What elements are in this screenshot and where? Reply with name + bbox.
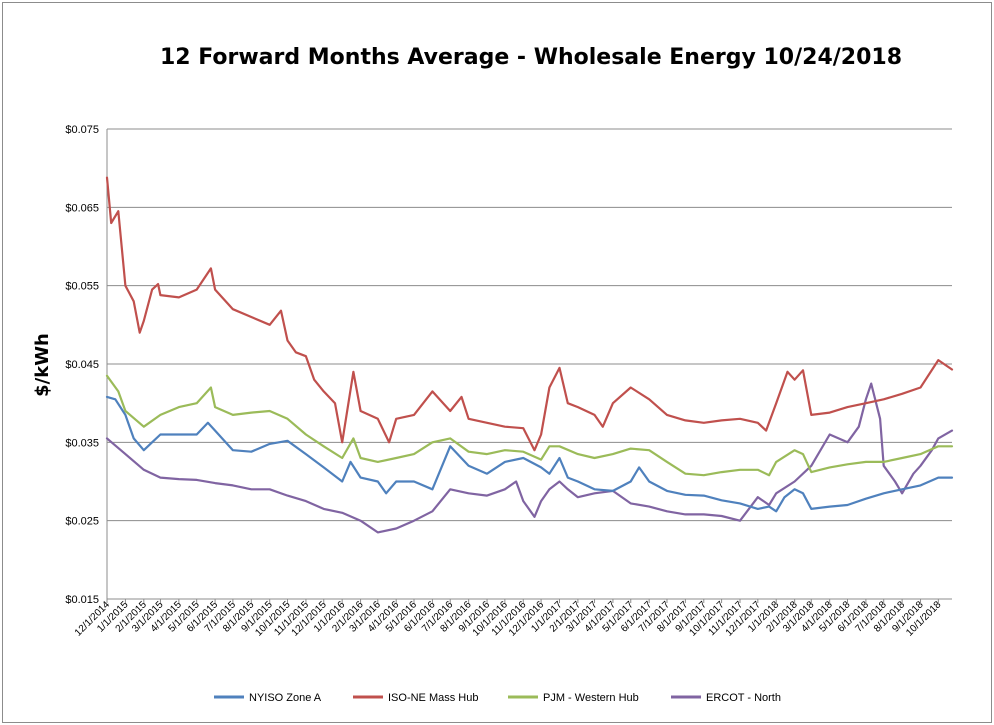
x-axis-ticks: 12/1/20141/1/20152/1/20153/1/20154/1/201… (73, 599, 944, 639)
series-line-iso-ne-mass-hub (105, 176, 954, 452)
y-tick-label: $0.025 (65, 516, 99, 528)
y-tick-label: $0.015 (65, 594, 99, 606)
y-tick-label: $0.035 (65, 437, 99, 449)
series-line-nyiso-zone-a (105, 395, 954, 513)
chart-title: 12 Forward Months Average - Wholesale En… (160, 45, 902, 70)
y-tick-label: $0.075 (65, 124, 99, 136)
y-tick-label: $0.055 (65, 281, 99, 293)
gridlines (106, 128, 952, 600)
y-axis-label: $/kWh (32, 333, 53, 397)
series-line-ercot-north (105, 382, 954, 534)
legend: NYISO Zone A ISO-NE Mass Hub PJM - Western… (214, 692, 781, 704)
legend-label-nyiso-zone-a: NYISO Zone A (249, 692, 322, 704)
y-tick-label: $0.065 (65, 202, 99, 214)
series-lines (105, 176, 954, 534)
legend-label-ercot-north: ERCOT - North (706, 692, 781, 704)
y-axis-ticks: $0.015 $0.025 $0.035 $0.045 $0.055 $0.065 $0.0… (65, 124, 99, 606)
series-line-pjm-western-hub (105, 374, 954, 477)
legend-label-iso-ne-mass-hub: ISO-NE Mass Hub (388, 692, 478, 704)
legend-label-pjm-western-hub: PJM - Western Hub (543, 692, 639, 704)
y-tick-label: $0.045 (65, 359, 99, 371)
line-chart: 12 Forward Months Average - Wholesale En… (32, 45, 954, 704)
